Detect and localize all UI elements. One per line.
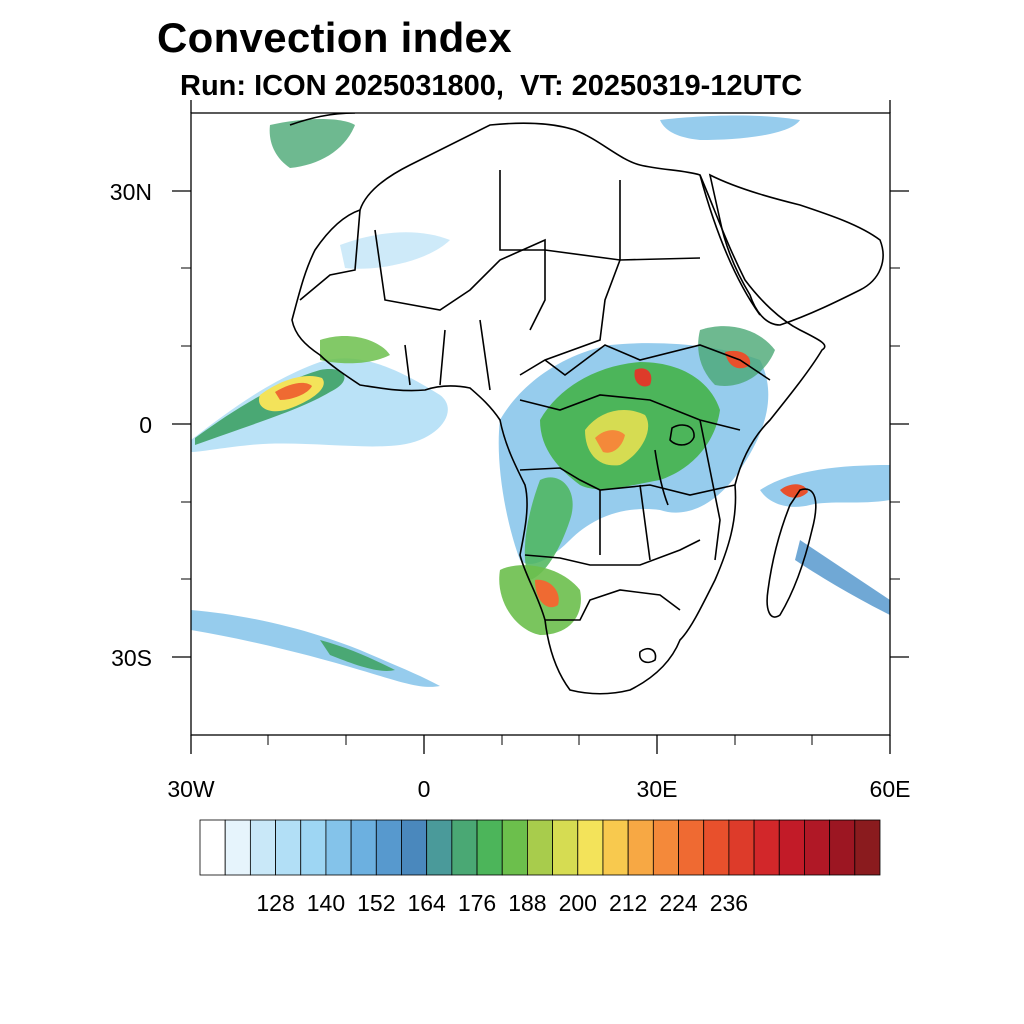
colorbar-swatch xyxy=(728,819,755,876)
colorbar-swatch xyxy=(552,819,579,876)
border-2 xyxy=(374,229,546,331)
colorbar-label: 200 xyxy=(559,890,597,916)
convection-south-atlantic-core xyxy=(320,640,395,671)
convection-angola-streak xyxy=(524,477,573,580)
map-title: Convection index xyxy=(157,14,512,61)
axis-ticks xyxy=(172,100,909,754)
border-5 xyxy=(404,319,491,391)
border-11 xyxy=(699,419,721,561)
border-7 xyxy=(519,394,741,431)
border-3 xyxy=(499,170,701,261)
convection-uganda-hot xyxy=(634,368,652,387)
colorbar-label: 152 xyxy=(357,890,395,916)
colorbar-label: 128 xyxy=(256,890,294,916)
colorbar-swatch xyxy=(199,819,226,876)
colorbar-swatch xyxy=(778,819,805,876)
colorbar-label: 176 xyxy=(458,890,496,916)
colorbar-label: 236 xyxy=(710,890,748,916)
convection-atlantic-hot xyxy=(275,382,312,400)
colorbar-swatch xyxy=(275,819,302,876)
arabian-peninsula xyxy=(708,173,884,326)
colorbar-swatch xyxy=(652,819,679,876)
colorbar-swatch xyxy=(375,819,402,876)
colorbar-swatch xyxy=(401,819,428,876)
colorbar-swatch xyxy=(602,819,629,876)
colorbar-swatch xyxy=(829,819,856,876)
colorbar-swatch xyxy=(527,819,553,876)
colorbar-swatch xyxy=(476,819,503,876)
colorbar-labels: 128 140 152 164 176 188 200 212 224 236 xyxy=(256,890,748,916)
lake-victoria xyxy=(669,424,695,446)
colorbar-swatch xyxy=(325,819,352,876)
border-12 xyxy=(599,484,651,561)
colorbar-swatch xyxy=(300,819,327,876)
border-4 xyxy=(519,180,621,376)
colorbar-label: 188 xyxy=(508,890,546,916)
border-6 xyxy=(544,344,771,381)
lesotho xyxy=(638,648,657,664)
colorbar-swatch xyxy=(451,819,478,876)
colorbar-label: 164 xyxy=(407,890,446,916)
convection-guinea xyxy=(320,335,390,364)
colorbar-label: 224 xyxy=(659,890,698,916)
x-tick-label-30e: 30E xyxy=(637,776,678,802)
colorbar-swatch xyxy=(426,819,453,876)
convection-mediterranean-west xyxy=(269,118,355,168)
y-tick-label-0: 0 xyxy=(139,412,152,438)
x-tick-label-30w: 30W xyxy=(167,776,215,802)
convection-field xyxy=(191,115,890,687)
colorbar-swatch xyxy=(350,819,377,876)
red-sea-coast xyxy=(699,174,761,316)
colorbar-swatch xyxy=(804,819,831,876)
coastlines-and-borders xyxy=(289,113,884,695)
convection-mozambique-channel xyxy=(795,540,890,615)
colorbar-swatch xyxy=(224,819,251,876)
border-1 xyxy=(299,209,361,301)
convection-mediterranean-east xyxy=(660,115,800,140)
x-tick-label-60e: 60E xyxy=(870,776,911,802)
lake-tanganyika xyxy=(654,449,669,506)
colorbar xyxy=(199,819,881,876)
y-tick-label-30n: 30N xyxy=(110,179,152,205)
convection-madagascar-core xyxy=(780,484,808,498)
convection-sahara-streak xyxy=(340,232,450,269)
border-10 xyxy=(545,589,681,621)
colorbar-swatch xyxy=(703,819,730,876)
convection-namibia-core xyxy=(535,579,559,608)
colorbar-label: 140 xyxy=(307,890,345,916)
colorbar-swatch xyxy=(249,819,276,876)
border-9 xyxy=(524,539,701,566)
colorbar-label: 212 xyxy=(609,890,647,916)
colorbar-swatch xyxy=(854,819,881,876)
y-tick-label-30s: 30S xyxy=(111,645,152,671)
colorbar-swatch xyxy=(678,819,705,876)
colorbar-swatch xyxy=(577,819,604,876)
colorbar-swatch xyxy=(501,819,528,876)
x-tick-label-0: 0 xyxy=(418,776,431,802)
madagascar-coast xyxy=(766,488,817,618)
colorbar-swatch xyxy=(753,819,780,876)
colorbar-swatch xyxy=(627,819,654,876)
map-subtitle: Run: ICON 2025031800, VT: 20250319-12UTC xyxy=(180,70,803,102)
convection-madagascar xyxy=(760,465,890,507)
convection-south-atlantic-band xyxy=(191,610,440,687)
convection-atlantic-band-outer xyxy=(191,358,448,452)
convection-central-hot xyxy=(595,430,625,453)
africa-coastline xyxy=(291,122,826,695)
